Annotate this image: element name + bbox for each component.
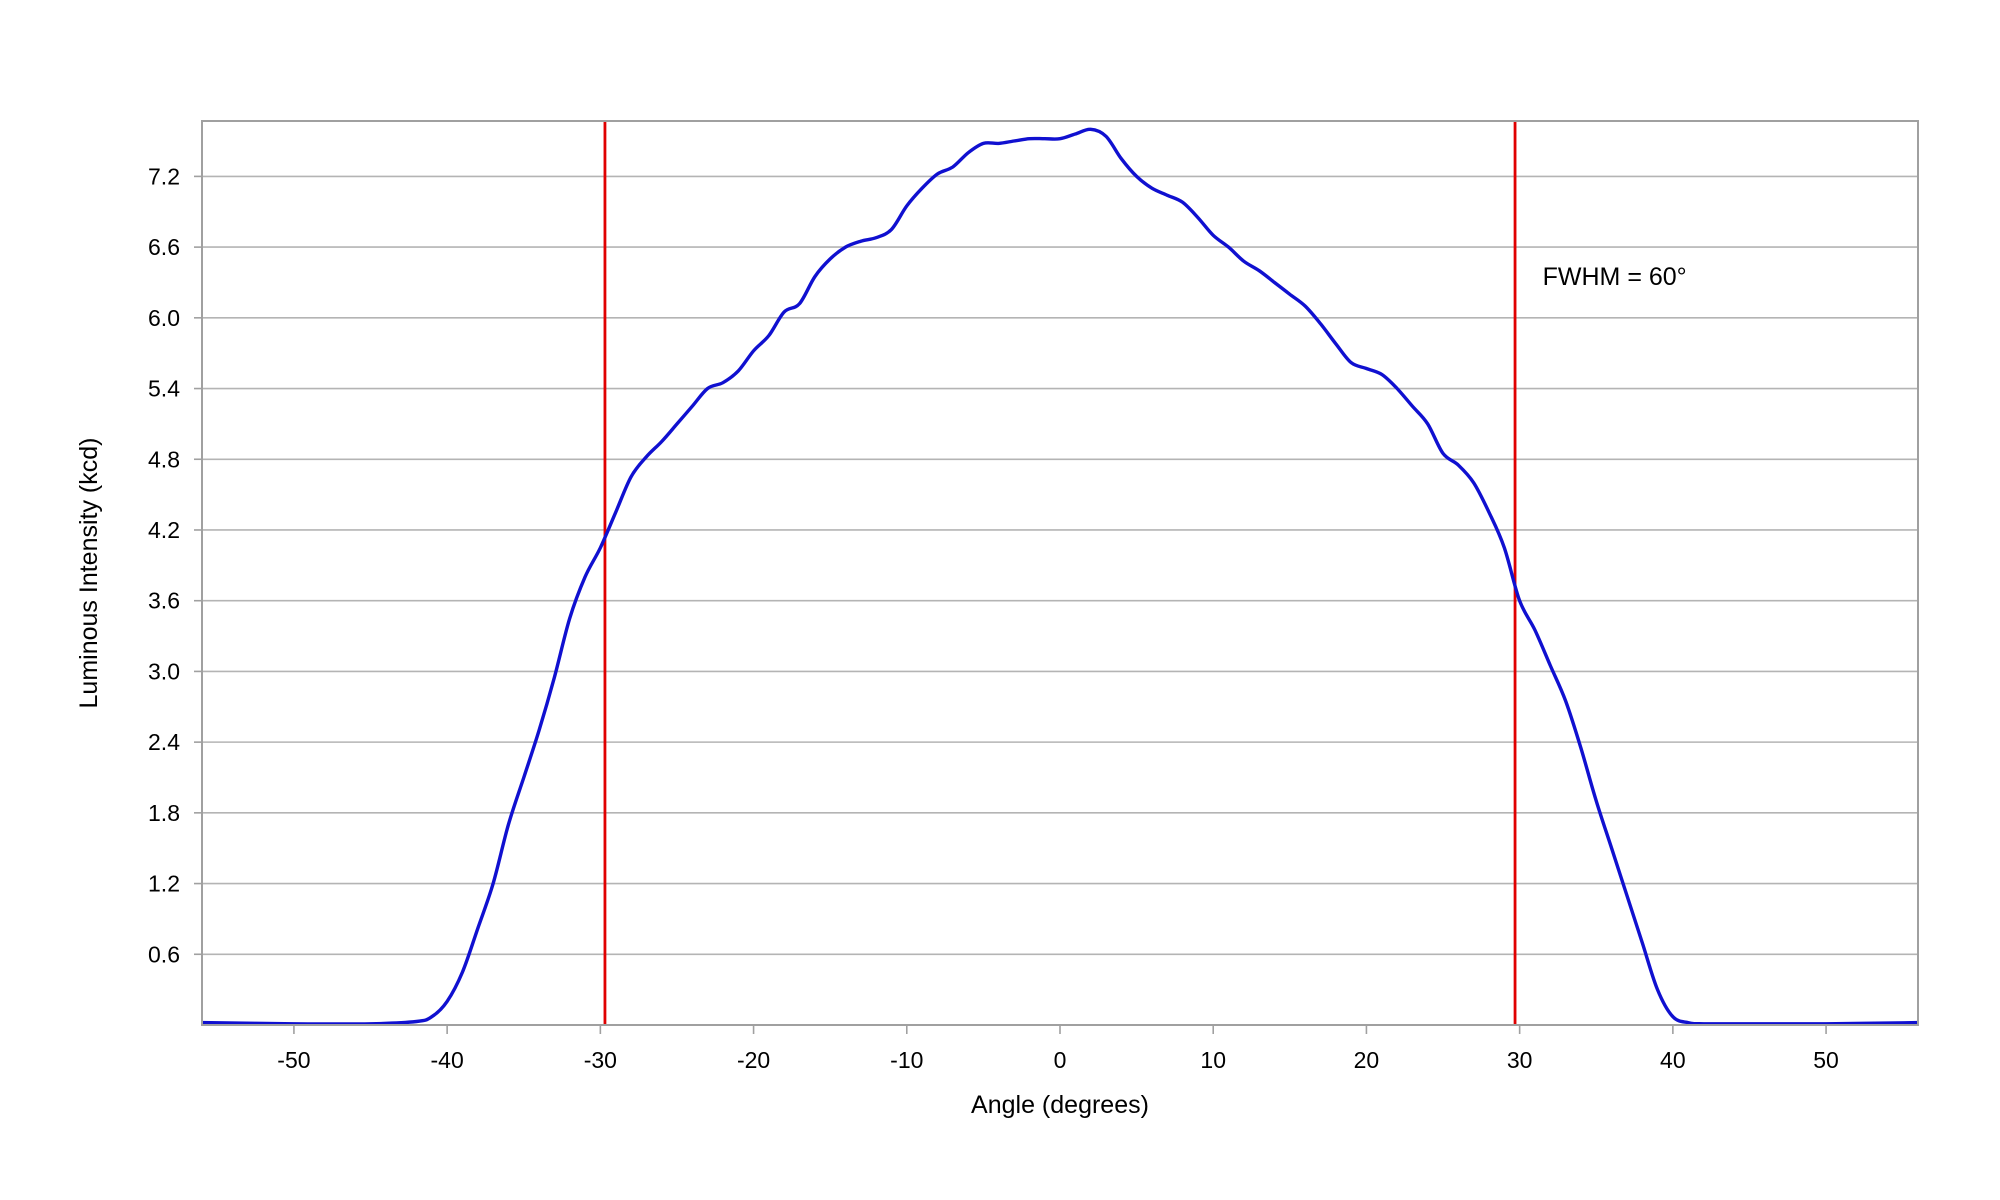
y-tick-label: 4.8: [148, 446, 180, 472]
x-tick-label: -40: [431, 1047, 464, 1073]
x-tick-label: -20: [737, 1047, 770, 1073]
x-axis-ticks: -50 -40 -30 -20 -10 0 10 20 30 40 50: [277, 1025, 1839, 1073]
y-tick-label: 3.6: [148, 588, 180, 614]
x-tick-label: 20: [1354, 1047, 1380, 1073]
y-axis-title: Luminous Intensity (kcd): [75, 438, 103, 709]
y-axis-ticks: 0.6 1.2 1.8 2.4 3.0 3.6 4.2 4.8 5.4 6.0 6.6 7.2: [148, 163, 202, 967]
x-tick-label: 40: [1660, 1047, 1686, 1073]
y-tick-label: 2.4: [148, 729, 180, 755]
x-tick-label: -50: [277, 1047, 310, 1073]
y-tick-label: 1.2: [148, 871, 180, 897]
x-tick-label: 10: [1200, 1047, 1226, 1073]
series-layer: [201, 127, 1919, 1026]
y-tick-label: 4.2: [148, 517, 180, 543]
y-tick-label: 3.0: [148, 658, 180, 684]
y-tick-label: 6.0: [148, 305, 180, 331]
x-tick-label: -10: [890, 1047, 923, 1073]
x-tick-label: -30: [584, 1047, 617, 1073]
x-tick-label: 50: [1813, 1047, 1839, 1073]
x-axis-title: Angle (degrees): [971, 1091, 1149, 1119]
reference-lines: [603, 121, 1517, 1025]
x-tick-label: 30: [1507, 1047, 1533, 1073]
intensity-series-line: [201, 127, 1919, 1026]
x-tick-label: 0: [1054, 1047, 1067, 1073]
y-tick-label: 0.6: [148, 941, 180, 967]
fwhm-annotation: FWHM = 60°: [1543, 263, 1687, 291]
annotations: FWHM = 60°: [1543, 263, 1687, 291]
y-tick-label: 5.4: [148, 376, 180, 402]
y-tick-label: 1.8: [148, 800, 180, 826]
y-tick-label: 7.2: [148, 163, 180, 189]
gridlines: [202, 175, 1918, 956]
y-tick-label: 6.6: [148, 234, 180, 260]
